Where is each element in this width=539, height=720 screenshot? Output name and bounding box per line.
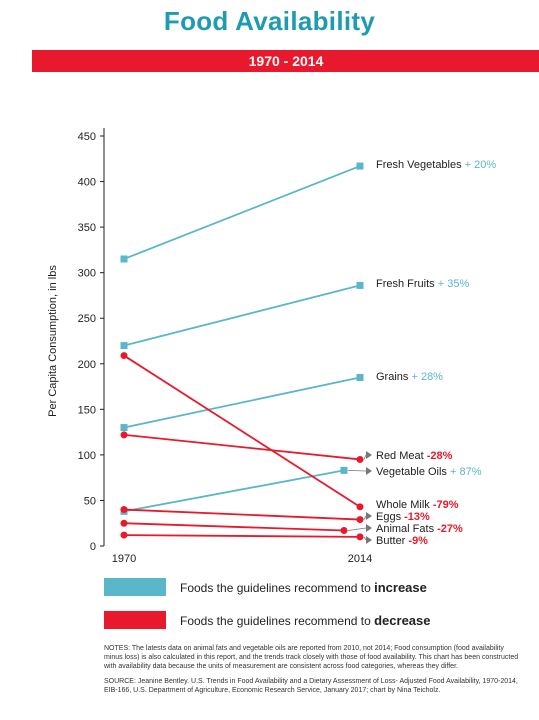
data-point xyxy=(120,431,128,439)
y-tick-label: 450 xyxy=(78,131,96,143)
data-point xyxy=(356,516,364,524)
footnotes: NOTES: The latests data on animal fats a… xyxy=(104,644,524,701)
series-line xyxy=(123,522,345,532)
label-connector xyxy=(363,454,367,460)
y-tick-label: 50 xyxy=(84,495,96,507)
series-line xyxy=(123,284,361,347)
legend-decrease: Foods the guidelines recommend to decrea… xyxy=(104,611,431,629)
chart-title: Food Availability xyxy=(163,6,376,36)
y-tick-label: 200 xyxy=(78,359,96,371)
series-line xyxy=(123,165,361,260)
label-arrow xyxy=(366,512,372,520)
slope-chart: 0 50 100 150 200 250 300 350 400 450 Per Capita Co… xyxy=(47,128,496,565)
series-label: Vegetable Oils + 87% xyxy=(376,466,482,478)
y-tick-label: 400 xyxy=(78,177,96,189)
series-label: Whole Milk -79% xyxy=(376,499,459,511)
series-label: Grains + 28% xyxy=(376,371,443,383)
data-point xyxy=(356,533,364,541)
y-tick-label: 150 xyxy=(78,404,96,416)
label-connector xyxy=(363,536,367,541)
data-point xyxy=(340,527,348,535)
data-point xyxy=(120,531,128,539)
series-line xyxy=(123,354,361,508)
x-tick-label: 2014 xyxy=(348,553,372,565)
legend-increase-swatch xyxy=(104,578,166,596)
series-label: Red Meat -28% xyxy=(376,450,453,462)
y-axis-label: Per Capita Consumption, in lbs xyxy=(47,265,59,417)
y-tick-label: 100 xyxy=(78,450,96,462)
y-tick-label: 350 xyxy=(78,222,96,234)
y-tick-label: 250 xyxy=(78,313,96,325)
series-line xyxy=(123,508,361,521)
notes-text: NOTES: The latests data on animal fats a… xyxy=(104,645,519,670)
data-point xyxy=(356,503,364,511)
label-arrow xyxy=(366,524,372,532)
series-label: Animal Fats -27% xyxy=(376,523,463,535)
label-arrow xyxy=(366,451,372,459)
x-tick-label: 1970 xyxy=(112,553,136,565)
y-tick-label: 0 xyxy=(90,541,96,553)
data-point xyxy=(356,281,364,289)
data-point xyxy=(120,255,128,263)
series-line xyxy=(123,433,361,461)
data-point xyxy=(120,506,128,514)
data-point xyxy=(120,519,128,527)
data-point xyxy=(340,466,348,474)
legend-decrease-swatch xyxy=(104,611,166,629)
series-label: Eggs -13% xyxy=(376,511,430,523)
series-label: Fresh Fruits + 35% xyxy=(376,278,469,290)
label-arrow xyxy=(366,467,372,475)
source-text: SOURCE: Jeanine Bentley. U.S. Trends in … xyxy=(104,678,518,694)
legend-decrease-text: Foods the guidelines recommend to decrea… xyxy=(180,612,431,628)
y-tick-label: 300 xyxy=(78,268,96,280)
label-arrow xyxy=(366,536,372,544)
data-point xyxy=(120,352,128,360)
data-point xyxy=(120,342,128,350)
series-line xyxy=(123,376,361,429)
data-point xyxy=(356,373,364,381)
series-label: Fresh Vegetables + 20% xyxy=(376,159,496,171)
series-line xyxy=(123,534,361,538)
legend-increase-text: Foods the guidelines recommend to increa… xyxy=(180,579,427,595)
series-line xyxy=(123,469,345,513)
series-label: Butter -9% xyxy=(376,535,428,547)
label-connector xyxy=(347,469,367,472)
legend-increase: Foods the guidelines recommend to increa… xyxy=(104,578,427,596)
label-connector xyxy=(347,527,367,531)
data-point xyxy=(356,455,364,463)
data-point xyxy=(120,424,128,432)
data-point xyxy=(356,162,364,170)
year-range-banner: 1970 - 2014 xyxy=(32,50,539,72)
label-connector xyxy=(363,515,367,520)
